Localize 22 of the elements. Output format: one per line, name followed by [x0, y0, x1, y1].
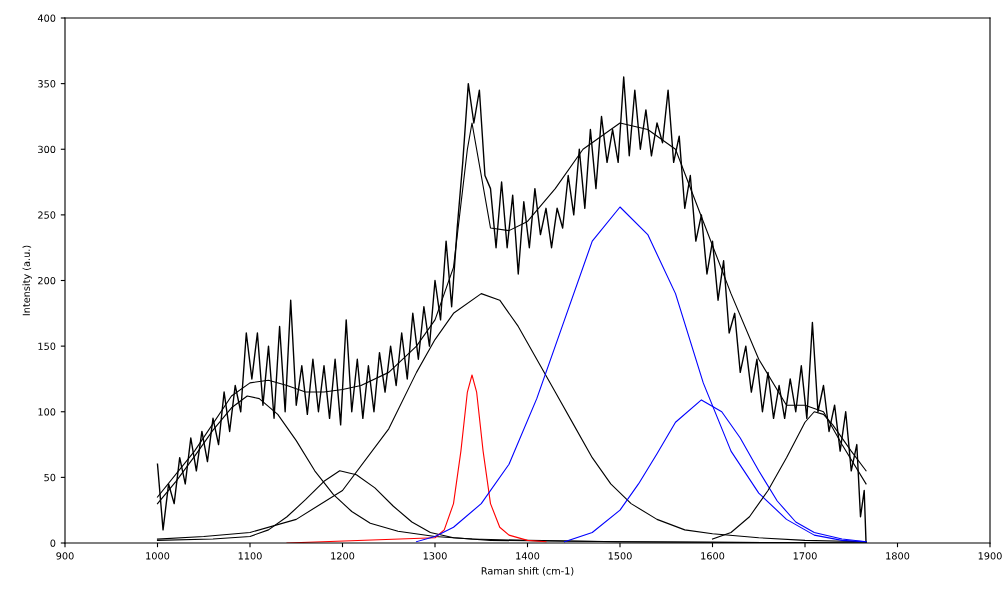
x-tick-label: 1400 — [516, 552, 540, 560]
y-tick-label: 0 — [50, 539, 56, 547]
x-tick-label: 900 — [56, 552, 74, 560]
x-tick-label: 1100 — [238, 552, 262, 560]
y-tick-label: 50 — [44, 473, 56, 482]
x-tick-label: 1300 — [423, 552, 447, 560]
x-tick-label: 1700 — [793, 552, 817, 560]
y-tick-label: 400 — [37, 14, 56, 22]
y-tick-label: 100 — [38, 408, 56, 416]
x-axis-title: Raman shift (cm-1) — [481, 566, 574, 576]
x-tick-label: 1600 — [701, 552, 725, 560]
y-tick-label: 150 — [38, 342, 56, 350]
x-tick-label: 1500 — [608, 552, 632, 560]
y-tick-label: 200 — [38, 276, 56, 285]
y-axis-title: Intensity (a.u.) — [22, 245, 32, 316]
y-tick-label: 350 — [38, 80, 56, 88]
y-tick-label: 300 — [38, 145, 56, 154]
x-tick-label: 1000 — [146, 552, 170, 560]
x-tick-label: 1200 — [331, 552, 355, 560]
y-tick-label: 250 — [38, 211, 56, 219]
x-tick-label: 1800 — [886, 552, 910, 560]
x-tick-label: 1900 — [978, 552, 1002, 560]
